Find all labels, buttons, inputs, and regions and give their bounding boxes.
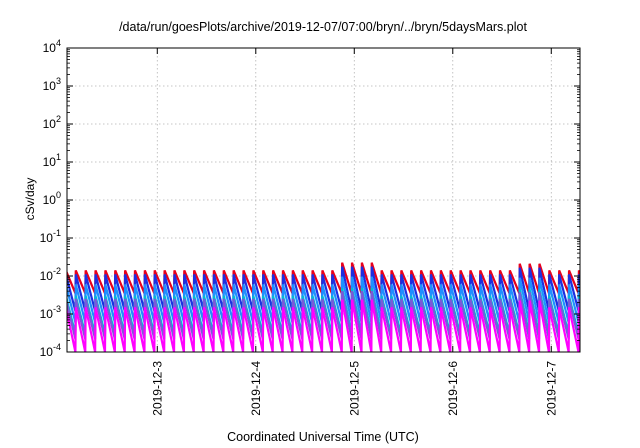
y-tick-exponent: -1 bbox=[53, 228, 61, 238]
y-tick-label: 102 bbox=[43, 114, 61, 131]
y-tick-exponent: 2 bbox=[56, 114, 61, 124]
series-line bbox=[67, 299, 580, 352]
chart-title: /data/run/goesPlots/archive/2019-12-07/0… bbox=[119, 20, 527, 34]
y-tick-label: 101 bbox=[43, 152, 61, 169]
y-tick-exponent: 3 bbox=[56, 76, 61, 86]
series-group bbox=[67, 262, 580, 352]
y-tick-base: 10 bbox=[43, 193, 57, 207]
y-tick-exponent: 1 bbox=[56, 152, 61, 162]
y-tick-base: 10 bbox=[43, 79, 57, 93]
x-tick-label: 2019-12-3 bbox=[150, 361, 164, 416]
x-tick-label: 2019-12-5 bbox=[347, 361, 361, 416]
y-tick-base: 10 bbox=[40, 345, 54, 359]
y-tick-exponent: 0 bbox=[56, 190, 61, 200]
y-tick-label: 100 bbox=[43, 190, 61, 207]
y-tick-base: 10 bbox=[40, 231, 54, 245]
y-tick-label: 10-4 bbox=[40, 342, 61, 359]
y-tick-exponent: -2 bbox=[53, 266, 61, 276]
y-tick-exponent: -3 bbox=[53, 304, 61, 314]
y-tick-label: 10-1 bbox=[40, 228, 61, 245]
x-axis-label: Coordinated Universal Time (UTC) bbox=[227, 430, 419, 444]
y-tick-base: 10 bbox=[40, 307, 54, 321]
y-tick-base: 10 bbox=[43, 117, 57, 131]
x-tick-label: 2019-12-4 bbox=[249, 361, 263, 416]
y-tick-label: 104 bbox=[43, 38, 61, 55]
y-tick-exponent: 4 bbox=[56, 38, 61, 48]
axes: 10-410-310-210-11001011021031042019-12-3… bbox=[40, 38, 580, 416]
y-axis-label: cSv/day bbox=[23, 178, 37, 221]
y-tick-label: 103 bbox=[43, 76, 61, 93]
y-tick-base: 10 bbox=[40, 269, 54, 283]
x-tick-label: 2019-12-7 bbox=[544, 361, 558, 416]
y-tick-base: 10 bbox=[43, 41, 57, 55]
y-tick-label: 10-3 bbox=[40, 304, 61, 321]
y-tick-base: 10 bbox=[43, 155, 57, 169]
y-tick-exponent: -4 bbox=[53, 342, 61, 352]
x-tick-label: 2019-12-6 bbox=[446, 361, 460, 416]
y-tick-label: 10-2 bbox=[40, 266, 61, 283]
